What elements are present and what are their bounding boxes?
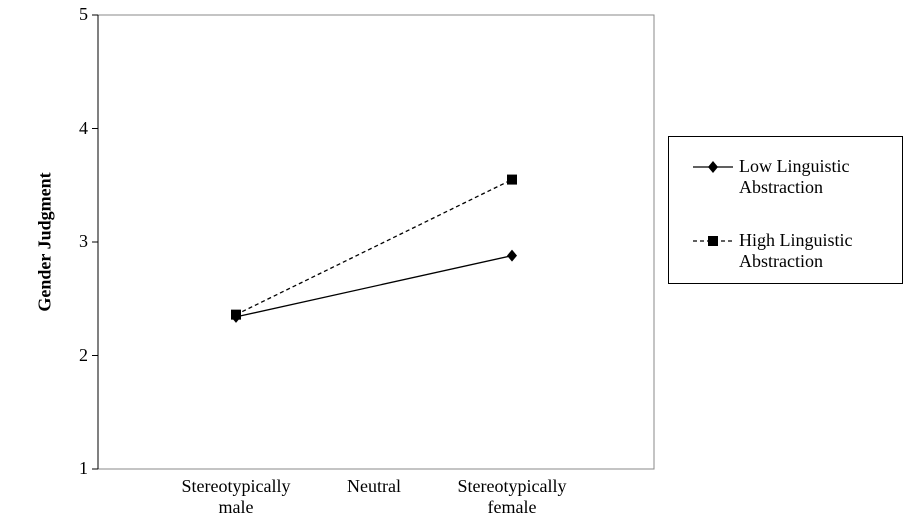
series-line <box>235 178 513 316</box>
legend-label: Low Linguistic Abstraction <box>739 156 850 197</box>
y-axis-title: Gender Judgment <box>34 172 55 312</box>
marker <box>507 249 517 262</box>
legend-marker <box>708 236 718 246</box>
series-line <box>235 254 513 318</box>
x-tick-label: Neutral <box>347 476 401 496</box>
legend-label: High Linguistic Abstraction <box>739 230 853 271</box>
y-tick-label: 3 <box>79 231 88 251</box>
x-tick-label: Stereotypically female <box>457 476 567 517</box>
y-tick-label: 1 <box>79 458 88 478</box>
x-tick-label: Stereotypically male <box>181 476 291 517</box>
y-tick-label: 5 <box>79 4 88 24</box>
plot-frame <box>97 14 655 470</box>
y-tick-label: 2 <box>79 344 88 365</box>
marker <box>507 174 517 185</box>
legend-marker <box>708 161 718 173</box>
marker <box>231 309 241 320</box>
y-tick-label: 4 <box>79 117 88 138</box>
